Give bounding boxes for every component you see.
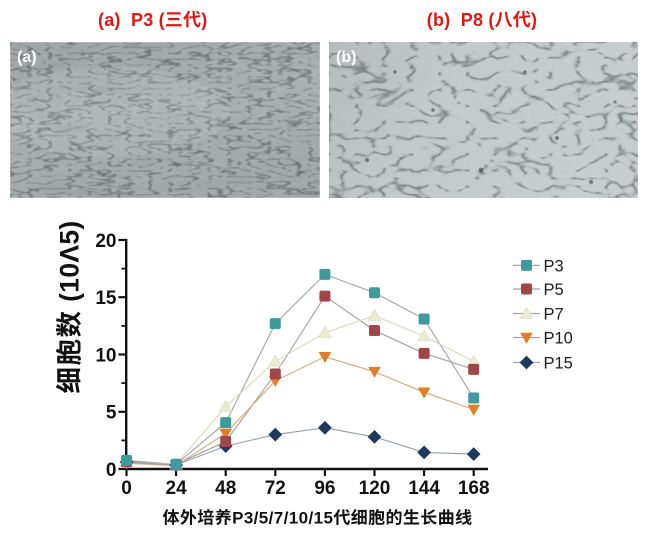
svg-text:(a): (a) (17, 49, 37, 66)
svg-text:(10Λ5): (10Λ5) (55, 220, 85, 309)
svg-text:P3/5/7/10/15: P3/5/7/10/15 (232, 509, 333, 528)
svg-text:20: 20 (95, 231, 116, 252)
svg-text:72: 72 (265, 478, 286, 499)
svg-text:15: 15 (95, 288, 117, 309)
svg-text:10: 10 (95, 345, 116, 366)
svg-text:(a) P3 (: (a) P3 ( (98, 10, 165, 30)
svg-text:48: 48 (215, 478, 236, 499)
svg-text:5: 5 (106, 403, 117, 424)
svg-text:168: 168 (458, 478, 490, 499)
svg-text:24: 24 (166, 478, 188, 499)
svg-text:(b): (b) (336, 49, 356, 66)
svg-text:P15: P15 (544, 355, 573, 373)
svg-text:96: 96 (314, 478, 335, 499)
svg-text:): ) (531, 10, 537, 30)
svg-text:(b) P8 (: (b) P8 ( (427, 10, 495, 30)
svg-text:P5: P5 (544, 281, 564, 299)
svg-text:0: 0 (106, 460, 117, 481)
svg-text:120: 120 (359, 478, 391, 499)
svg-text:P10: P10 (544, 330, 573, 348)
svg-text:144: 144 (408, 478, 440, 499)
svg-text:): ) (201, 10, 207, 30)
svg-text:P3: P3 (544, 258, 564, 276)
svg-text:P7: P7 (544, 306, 564, 324)
svg-text:0: 0 (121, 478, 132, 499)
